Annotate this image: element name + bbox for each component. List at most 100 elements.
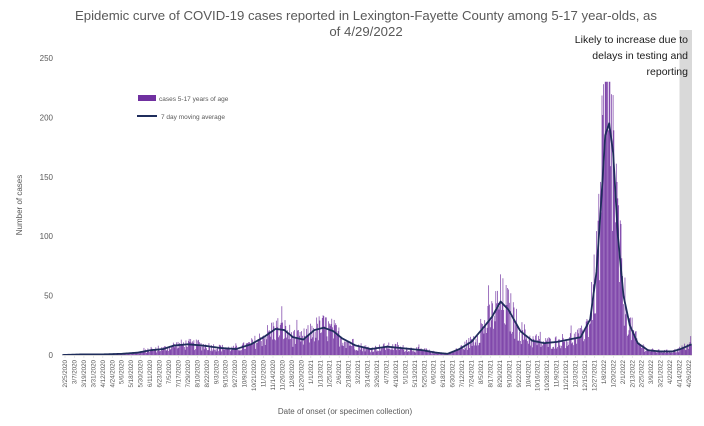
daily-bar xyxy=(687,344,688,355)
daily-bar xyxy=(561,345,562,355)
daily-bar xyxy=(536,345,538,355)
daily-bar xyxy=(590,317,592,355)
daily-bar xyxy=(283,338,285,355)
daily-bar xyxy=(565,348,566,355)
daily-bar xyxy=(447,354,449,355)
daily-bar xyxy=(192,342,194,355)
daily-bar xyxy=(649,351,650,355)
daily-bar xyxy=(497,302,499,355)
daily-bar xyxy=(664,349,665,355)
x-tick-label: 3/31/2020 xyxy=(90,359,97,387)
daily-bar xyxy=(272,339,273,355)
daily-bar xyxy=(529,335,531,355)
daily-bar xyxy=(138,353,140,355)
y-axis: 0 50 100 150 200 250 xyxy=(40,54,54,360)
daily-bar xyxy=(142,351,144,355)
daily-bar xyxy=(184,349,186,355)
daily-bar xyxy=(400,346,402,355)
daily-bar xyxy=(195,349,196,355)
daily-bar xyxy=(220,345,222,355)
daily-bar xyxy=(478,342,480,355)
daily-bar xyxy=(413,350,414,355)
daily-bar xyxy=(180,339,182,355)
daily-bar xyxy=(641,347,642,355)
daily-bar xyxy=(626,311,627,355)
y-tick-label: 100 xyxy=(40,232,54,241)
daily-bar xyxy=(242,343,244,355)
daily-bar xyxy=(504,324,506,355)
daily-bar xyxy=(427,351,428,355)
daily-bar xyxy=(340,336,342,355)
daily-bar xyxy=(423,350,425,355)
daily-bar xyxy=(481,323,482,355)
daily-bar xyxy=(683,348,684,355)
daily-bar xyxy=(183,342,184,355)
daily-bar xyxy=(602,114,604,355)
daily-bar xyxy=(544,343,546,355)
daily-bar xyxy=(273,326,275,355)
daily-bar xyxy=(267,325,268,355)
daily-bar xyxy=(385,350,386,355)
daily-bar xyxy=(232,349,234,355)
daily-bar xyxy=(485,333,487,355)
daily-bar xyxy=(392,344,394,355)
daily-bar xyxy=(645,350,646,355)
daily-bar xyxy=(309,342,310,355)
daily-bar xyxy=(569,337,570,355)
daily-bar xyxy=(475,338,477,355)
daily-bar xyxy=(667,352,669,355)
daily-bar xyxy=(338,327,340,355)
x-tick-label: 8/22/2020 xyxy=(204,359,211,387)
daily-bar xyxy=(191,342,192,355)
daily-bar xyxy=(543,343,545,355)
daily-bar xyxy=(653,350,655,355)
daily-bar xyxy=(275,320,277,355)
daily-bar xyxy=(317,340,319,355)
daily-bar xyxy=(378,350,379,355)
daily-bar xyxy=(435,352,436,355)
x-tick-label: 2/6/2021 xyxy=(336,359,343,384)
daily-bar xyxy=(371,347,373,355)
daily-bar xyxy=(417,350,418,355)
daily-bar xyxy=(200,342,202,355)
daily-bar xyxy=(672,352,673,355)
bars xyxy=(69,81,692,356)
daily-bar xyxy=(343,345,344,355)
daily-bar xyxy=(593,254,595,355)
daily-bar xyxy=(493,328,494,355)
daily-bar xyxy=(221,351,222,355)
daily-bar xyxy=(680,348,681,355)
daily-bar xyxy=(256,342,258,355)
daily-bar xyxy=(650,351,651,355)
daily-bar xyxy=(398,350,400,355)
daily-bar xyxy=(501,309,502,355)
daily-bar xyxy=(502,278,504,355)
daily-bar xyxy=(419,349,421,355)
daily-bar xyxy=(282,322,283,355)
daily-bar xyxy=(404,351,406,355)
daily-bar xyxy=(361,347,363,355)
daily-bar xyxy=(377,350,379,355)
daily-bar xyxy=(270,336,272,355)
daily-bar xyxy=(655,352,657,355)
daily-bar xyxy=(310,323,311,355)
daily-bar xyxy=(613,130,615,355)
daily-bar xyxy=(168,345,170,355)
x-tick-label: 12/15/2021 xyxy=(582,359,589,391)
daily-bar xyxy=(306,335,308,355)
daily-bar xyxy=(396,350,398,355)
y-tick-label: 0 xyxy=(49,351,54,360)
daily-bar xyxy=(483,333,485,355)
daily-bar xyxy=(591,281,593,355)
daily-bar xyxy=(365,345,367,355)
x-tick-label: 1/25/2021 xyxy=(327,359,334,387)
daily-bar xyxy=(682,347,684,355)
legend-label-bars: cases 5-17 years of age xyxy=(159,96,229,103)
daily-bar xyxy=(661,352,663,355)
x-tick-label: 4/12/2020 xyxy=(100,359,107,387)
daily-bar xyxy=(668,352,669,355)
daily-bar xyxy=(226,348,227,355)
x-tick-label: 11/21/2021 xyxy=(563,359,570,390)
x-tick-label: 11/2/2020 xyxy=(261,359,268,387)
daily-bar xyxy=(562,337,564,355)
